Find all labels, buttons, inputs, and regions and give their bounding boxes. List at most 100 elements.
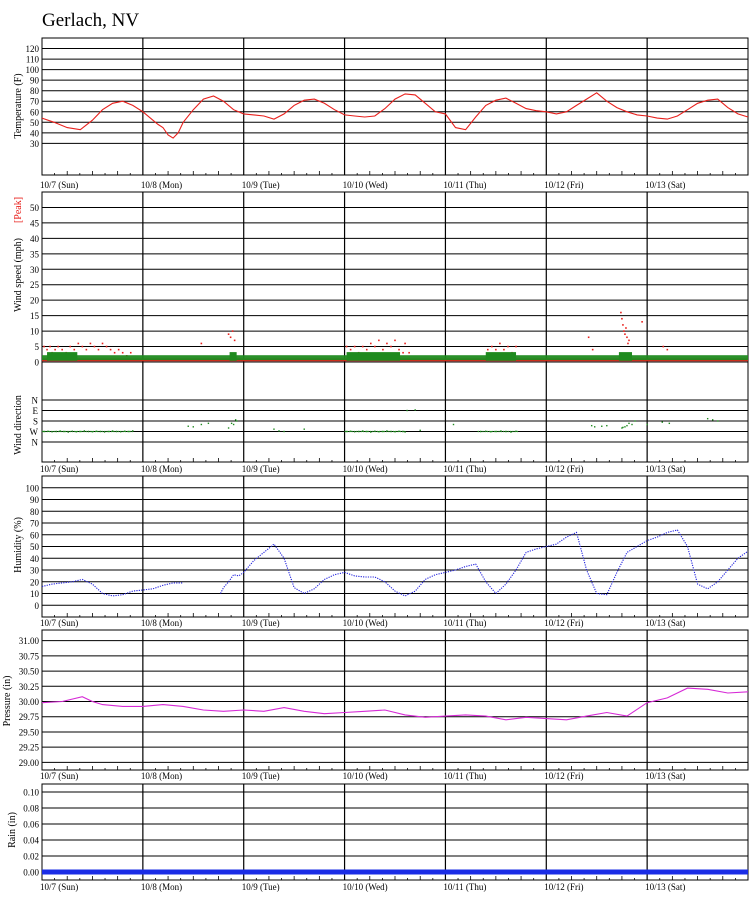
- rain-tick-label: 0.08: [23, 804, 39, 814]
- wind-direction-point: [621, 427, 623, 429]
- humidity-day-label: 10/11 (Thu): [443, 618, 486, 628]
- wind-peak-point: [495, 348, 497, 351]
- pressure-panel: 29.00 29.25 29.50 29.75 30.00 30.25 30.50 30.75…: [2, 629, 749, 781]
- humidity-day-label: 10/9 (Tue): [242, 618, 280, 628]
- wind-direction-point: [382, 430, 384, 433]
- rain-frame: [41, 783, 749, 881]
- pressure-tick-label: 29.50: [19, 727, 40, 737]
- wind-direction-point: [398, 430, 400, 432]
- wind-direction-point: [626, 424, 628, 427]
- wind-peak-point: [49, 345, 51, 348]
- temperature-frame: [41, 37, 749, 176]
- pressure-frame: [41, 629, 749, 771]
- humidity-tick-label: 30: [30, 566, 40, 576]
- wind-direction-point: [378, 431, 380, 433]
- wind-direction-point: [706, 417, 709, 420]
- pressure-tick-label: 30.50: [19, 667, 40, 677]
- rain-panel: 0.00 0.02 0.04 0.06 0.08 0.10 Rain (in) 10/7 (S…: [7, 783, 749, 892]
- wind-direction-point: [283, 430, 285, 433]
- wind-peak-point: [491, 345, 493, 348]
- wind-speed-tick-label: 40: [30, 234, 40, 244]
- pressure-tick-label: 30.00: [19, 697, 40, 707]
- rain-day-label: 10/9 (Tue): [242, 882, 280, 892]
- wind-direction-point: [232, 423, 235, 426]
- pressure-tick-label: 31.00: [19, 636, 40, 646]
- wind-peak-point: [117, 348, 120, 351]
- page-title: Gerlach, NV: [42, 10, 139, 31]
- wind-direction-point: [624, 426, 626, 428]
- wind-direction-point: [187, 425, 189, 427]
- wind-speed-tick-label: 0: [35, 358, 40, 368]
- wind-peak-point: [113, 351, 116, 354]
- humidity-tick-label: 20: [30, 577, 40, 587]
- wind-peak-point: [231, 330, 234, 332]
- wind-direction-point: [406, 409, 408, 412]
- pressure-tick-label: 29.25: [19, 743, 40, 753]
- pressure-day-label: 10/11 (Thu): [443, 771, 486, 781]
- humidity-tick-label: 40: [30, 554, 40, 564]
- wind-direction-point: [235, 420, 238, 422]
- wind-direction-point: [227, 427, 230, 429]
- pressure-axis-label: Pressure (in): [2, 676, 13, 727]
- wind-direction-point: [419, 429, 421, 432]
- pressure-tick-label: 30.25: [19, 682, 40, 692]
- wind-direction-point: [622, 426, 624, 429]
- humidity-tick-label: 60: [30, 530, 40, 540]
- rain-tick-label: 0.10: [23, 788, 39, 798]
- temperature-tick-label: 90: [30, 76, 40, 86]
- wind-day-label: 10/9 (Tue): [242, 464, 280, 474]
- wind-direction-point: [394, 431, 396, 433]
- wind-speed-tick-label: 50: [30, 203, 40, 213]
- pressure-day-label: 10/8 (Mon): [141, 771, 182, 781]
- temperature-day-label: 10/8 (Mon): [141, 180, 182, 190]
- wind-peak-point: [591, 348, 594, 351]
- wind-peak-point: [628, 339, 630, 342]
- rain-day-label: 10/10 (Wed): [343, 882, 388, 892]
- wind-direction-point: [414, 409, 416, 411]
- wind-peak-point: [105, 345, 108, 348]
- wind-direction-tick-label: S: [33, 417, 38, 427]
- temperature-series-line: [41, 92, 749, 139]
- temperature-day-label: 10/13 (Sat): [645, 180, 685, 190]
- temperature-day-label: 10/7 (Sun): [40, 180, 78, 190]
- wind-peak-point: [621, 317, 623, 320]
- wind-peak-point: [361, 345, 364, 348]
- rain-tick-label: 0.02: [23, 852, 39, 862]
- humidity-axis-label: Humidity (%): [13, 517, 24, 573]
- wind-peak-point: [390, 345, 392, 348]
- wind-peak-point: [386, 342, 388, 345]
- wind-peak-point: [129, 351, 132, 354]
- wind-direction-point: [452, 423, 455, 426]
- wind-direction-point: [717, 420, 719, 422]
- wind-direction-point: [234, 419, 237, 421]
- temperature-tick-label: 80: [30, 86, 40, 96]
- rain-tick-label: 0.04: [23, 836, 39, 846]
- wind-direction-axis-label: Wind direction: [13, 395, 24, 455]
- wind-direction-point: [43, 430, 45, 433]
- wind-direction-point: [63, 430, 65, 433]
- wind-speed-tick-label: 25: [30, 280, 40, 290]
- wind-direction-point: [303, 428, 305, 430]
- humidity-tick-label: 80: [30, 507, 40, 517]
- rain-day-label: 10/12 (Fri): [544, 882, 583, 892]
- wind-speed-tick-label: 15: [30, 311, 40, 321]
- wind-speed-tick-label: 10: [30, 327, 40, 337]
- wind-peak-point: [349, 348, 352, 351]
- temperature-tick-label: 70: [30, 97, 40, 107]
- rain-day-label: 10/11 (Thu): [443, 882, 486, 892]
- rain-tick-label: 0.06: [23, 820, 39, 830]
- wind-average-blob: [346, 352, 401, 361]
- wind-peak-point: [486, 348, 489, 351]
- wind-peak-point: [61, 348, 63, 351]
- wind-direction-point: [634, 420, 636, 422]
- wind-speed-axis-label: Wind speed (mph): [13, 238, 24, 312]
- rain-day-label: 10/7 (Sun): [40, 882, 78, 892]
- rain-tick-label: 0.00: [23, 868, 39, 878]
- wind-direction-point: [128, 430, 130, 433]
- wind-day-label: 10/8 (Mon): [141, 464, 182, 474]
- wind-average-blob: [47, 352, 78, 361]
- temperature-day-label: 10/9 (Tue): [242, 180, 280, 190]
- humidity-day-label: 10/8 (Mon): [141, 618, 182, 628]
- wind-speed-tick-label: 30: [30, 265, 40, 275]
- wind-direction-point: [490, 431, 492, 433]
